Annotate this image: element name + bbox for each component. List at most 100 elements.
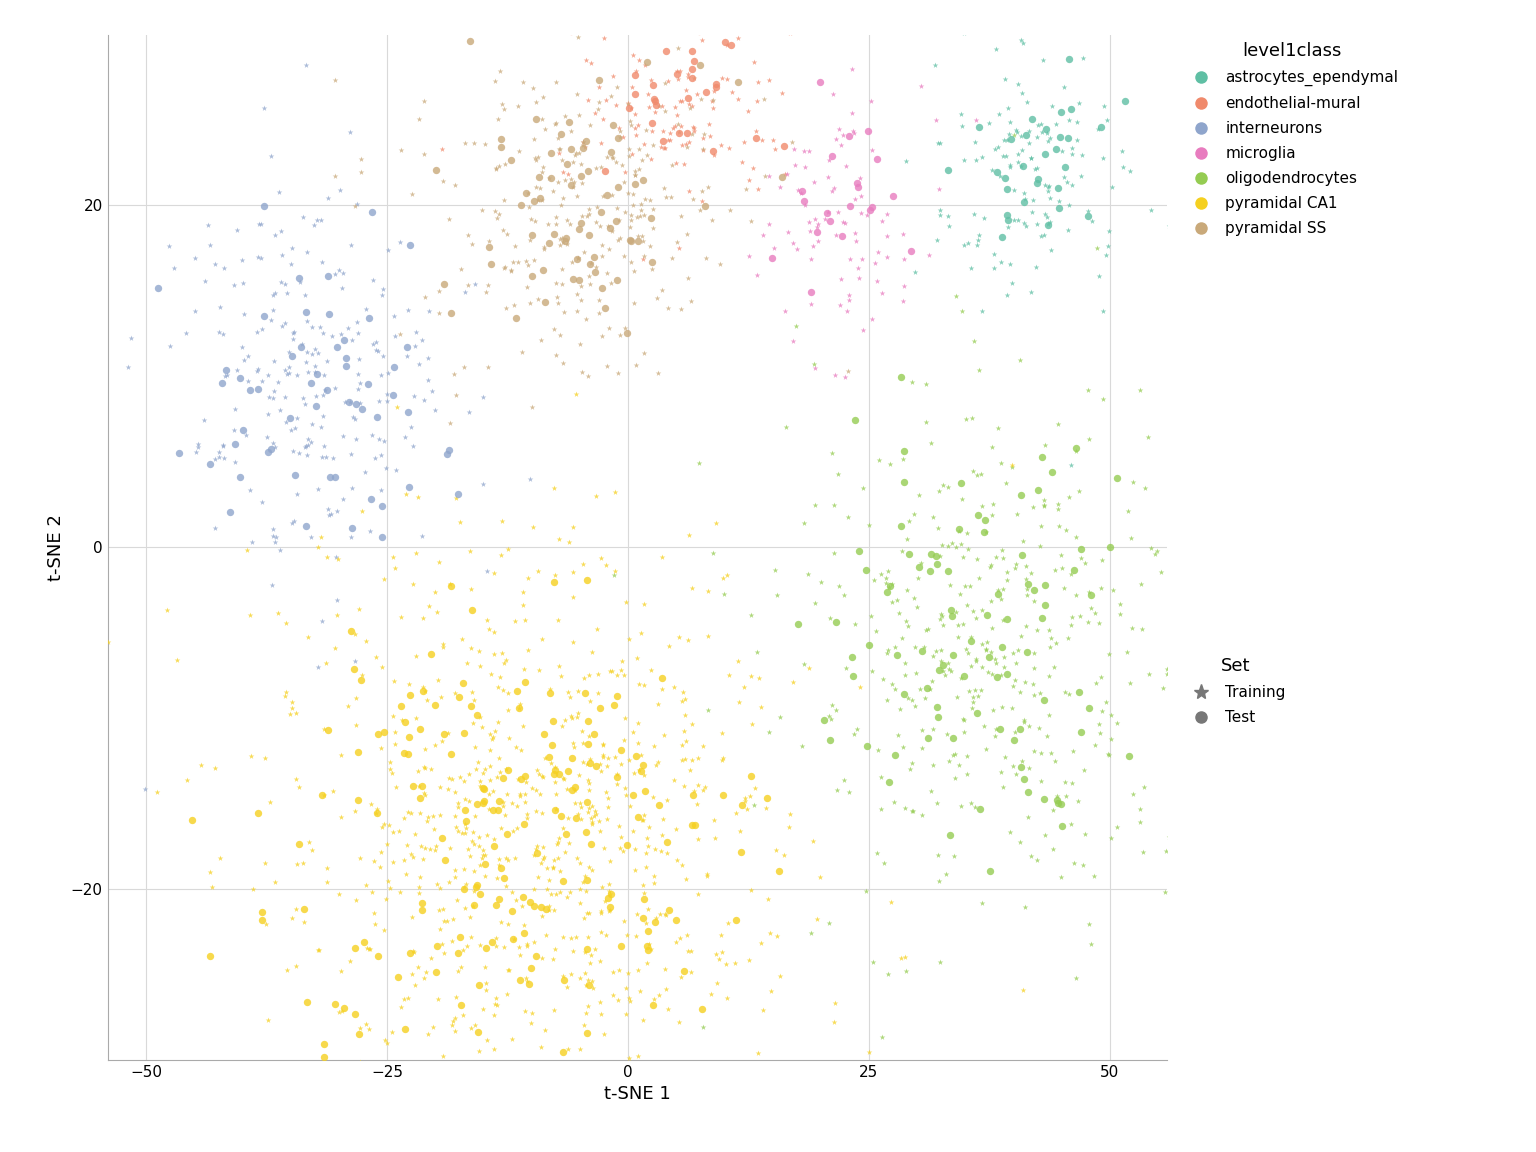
Point [995,665,1020,683]
Point [1121,785,1146,803]
Point [974,740,998,758]
Point [1044,115,1069,134]
Point [900,373,925,392]
Point [524,802,548,820]
Point [679,750,703,768]
Point [645,753,670,772]
Point [991,548,1015,567]
Point [1049,867,1074,886]
Point [567,144,591,162]
Point [1137,665,1161,683]
Point [598,901,622,919]
Point [931,661,955,680]
Point [840,649,865,667]
Point [591,839,616,857]
Point [610,652,634,670]
Point [458,847,482,865]
Point [295,993,319,1011]
Point [969,497,994,515]
Point [445,890,470,909]
Point [433,850,458,869]
Point [493,154,518,173]
Point [445,797,470,816]
Point [1127,813,1152,832]
Point [565,682,590,700]
Point [464,795,488,813]
Point [404,323,429,341]
Point [865,843,889,862]
Legend: Training, Test: Training, Test [1186,658,1286,726]
Point [998,113,1023,131]
Point [1154,842,1178,861]
Point [462,882,487,901]
Point [828,136,852,154]
Point [332,393,356,411]
Point [926,134,951,152]
Point [482,564,507,583]
Point [637,237,662,256]
Point [576,161,601,180]
Point [212,437,237,455]
Point [554,154,579,173]
Point [221,276,246,295]
Point [588,1006,613,1024]
Point [969,464,994,483]
Point [276,358,301,377]
Point [788,184,813,203]
Point [667,628,691,646]
Point [570,734,594,752]
Point [513,794,538,812]
Point [594,757,619,775]
Point [502,930,527,948]
Point [608,122,633,141]
Point [637,818,662,836]
Point [343,660,367,679]
Point [1089,578,1114,597]
Point [273,414,298,432]
Point [627,160,651,179]
Point [717,139,742,158]
Point [192,272,217,290]
Point [267,541,292,560]
Point [547,849,571,867]
Point [524,781,548,799]
Point [806,214,831,233]
Point [978,556,1003,575]
Point [1049,817,1074,835]
Point [544,288,568,306]
Point [846,541,871,560]
Point [459,929,484,947]
Point [925,794,949,812]
Point [459,682,484,700]
Point [1017,134,1041,152]
Point [968,361,992,379]
Point [315,859,339,878]
Point [511,1079,536,1098]
Point [74,1082,98,1100]
Point [330,264,355,282]
Point [561,153,585,172]
Point [432,725,456,743]
Point [475,611,499,629]
Point [1032,491,1057,509]
Point [273,687,298,705]
Point [464,275,488,294]
Point [1083,736,1107,755]
Point [550,228,574,247]
Point [746,1044,771,1062]
Point [934,865,958,884]
Point [550,151,574,169]
Point [587,100,611,119]
Point [739,667,763,685]
Point [634,145,659,164]
Point [578,691,602,710]
Point [1032,575,1057,593]
Point [614,1005,639,1023]
Point [407,355,432,373]
Point [249,911,273,930]
Point [303,340,327,358]
Point [630,226,654,244]
Point [949,105,974,123]
Point [533,293,558,311]
Point [660,119,685,137]
